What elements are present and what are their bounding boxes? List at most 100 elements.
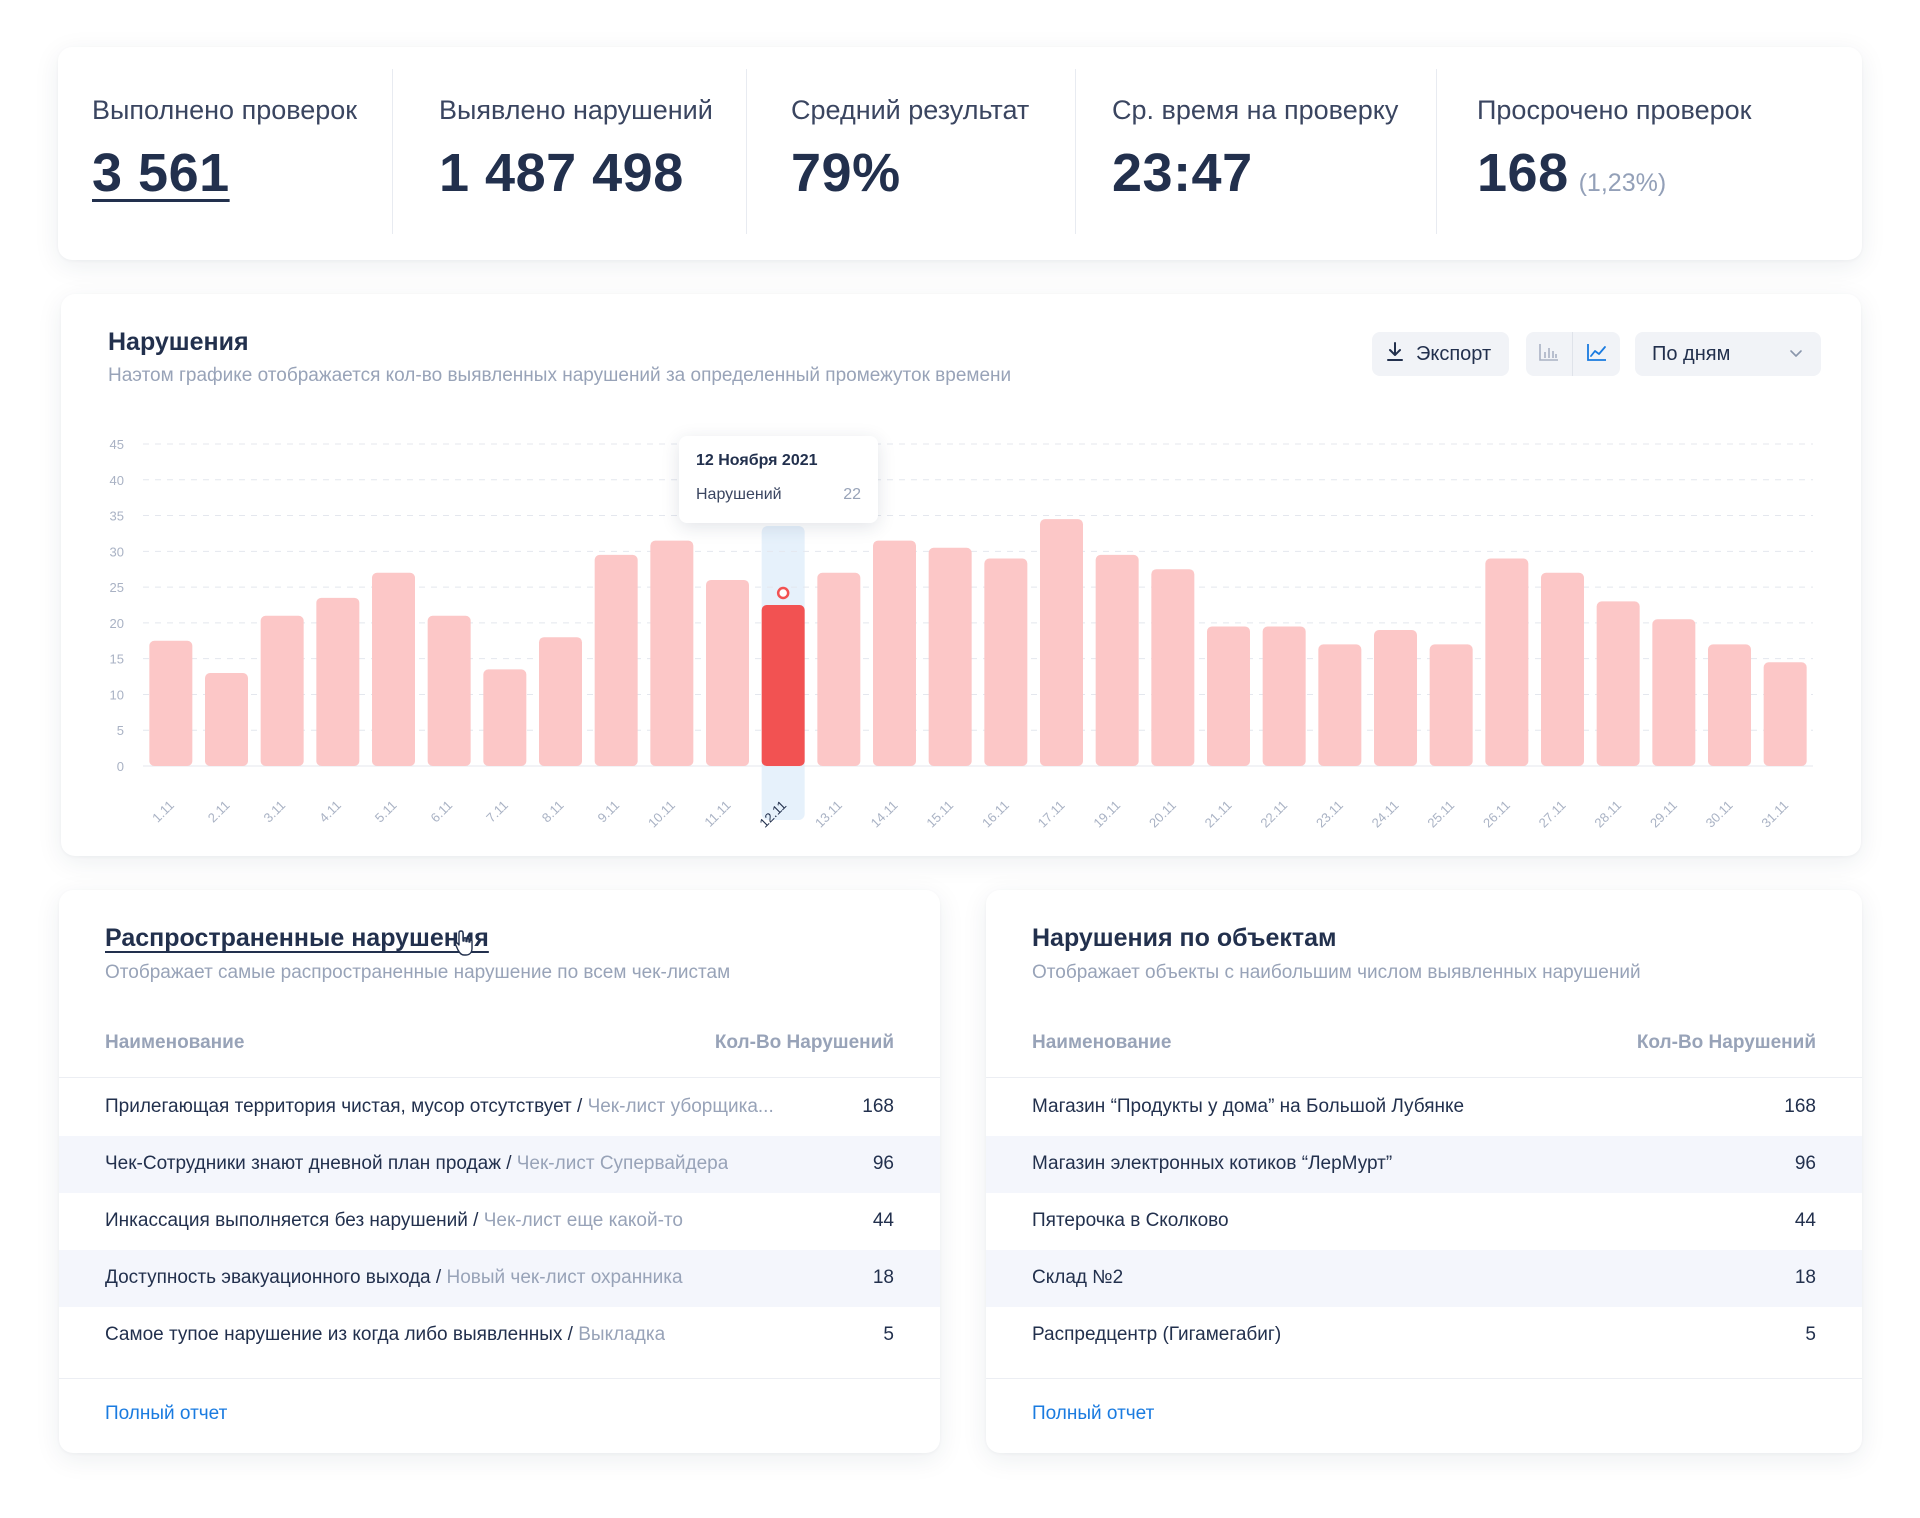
table-row[interactable]: Прилегающая территория чистая, мусор отс… xyxy=(59,1079,940,1136)
chart-bar[interactable] xyxy=(372,572,415,766)
period-select[interactable]: По дням xyxy=(1635,332,1821,376)
y-tick-label: 15 xyxy=(110,652,124,667)
chart-bar[interactable] xyxy=(1151,569,1195,766)
column-header-name[interactable]: Наименование xyxy=(105,1032,245,1053)
kpi-value-number: 168 xyxy=(1477,143,1569,203)
violation-name: Магазин электронных котиков “ЛерМурт” xyxy=(1032,1153,1393,1174)
chart-bar[interactable] xyxy=(984,558,1028,766)
common-violations-title[interactable]: Распространенные нарушения xyxy=(105,924,489,952)
x-tick-label: 25.11 xyxy=(1424,798,1457,831)
checklist-name: Чек-лист Супервайдера xyxy=(516,1153,729,1174)
download-icon xyxy=(1386,341,1404,367)
chart-bar[interactable] xyxy=(1708,644,1751,766)
y-tick-label: 45 xyxy=(110,437,124,452)
violation-name: Чек-Сотрудники знают дневной план продаж xyxy=(105,1153,501,1174)
chart-bar[interactable] xyxy=(205,672,248,766)
violation-name: Пятерочка в Сколково xyxy=(1032,1210,1229,1231)
chart-bar[interactable] xyxy=(1652,619,1696,766)
row-name: Самое тупое нарушение из когда либо выяв… xyxy=(105,1324,665,1346)
header-divider xyxy=(986,1077,1862,1078)
violations-chart-card: Нарушения Наэтом графике отображается ко… xyxy=(61,294,1861,856)
chart-bar[interactable] xyxy=(427,615,471,766)
chart-bar[interactable] xyxy=(149,640,193,766)
chart-bar[interactable] xyxy=(1262,626,1306,766)
chart-title: Нарушения xyxy=(108,328,249,356)
period-select-value: По дням xyxy=(1652,342,1731,365)
object-violations-subtitle: Отображает объекты с наибольшим числом в… xyxy=(1032,962,1641,983)
header-divider xyxy=(59,1077,940,1078)
row-count: 44 xyxy=(1794,1210,1816,1231)
kpi-summary-card: Выполнено проверок 3 561 Выявлено наруше… xyxy=(58,47,1862,260)
chart-bar[interactable] xyxy=(1763,662,1807,766)
row-count: 44 xyxy=(872,1210,894,1231)
chart-bar[interactable] xyxy=(928,547,972,766)
bar-view-button[interactable] xyxy=(1526,332,1573,376)
line-view-button[interactable] xyxy=(1573,332,1620,376)
chart-bar[interactable] xyxy=(1207,626,1250,766)
table-row[interactable]: Склад №2 18 xyxy=(986,1250,1862,1307)
chart-bar[interactable] xyxy=(1040,519,1083,766)
chart-bar[interactable] xyxy=(1429,644,1473,766)
x-tick-label: 9.11 xyxy=(594,798,622,826)
row-name: Чек-Сотрудники знают дневной план продаж… xyxy=(105,1153,728,1175)
chart-bar[interactable] xyxy=(650,540,694,766)
x-tick-label: 20.11 xyxy=(1146,798,1179,831)
chart-bar[interactable] xyxy=(873,540,916,766)
row-separator: / xyxy=(562,1324,579,1345)
column-header-name[interactable]: Наименование xyxy=(1032,1032,1172,1053)
row-separator: / xyxy=(467,1210,484,1231)
x-tick-label: 3.11 xyxy=(260,798,288,826)
table-row[interactable]: Распредцентр (Гигамегабиг) 5 xyxy=(986,1307,1862,1364)
chart-bar[interactable] xyxy=(706,579,749,766)
kpi-label: Средний результат xyxy=(791,95,1030,125)
row-separator: / xyxy=(500,1153,517,1174)
chart-bar[interactable] xyxy=(1485,558,1529,766)
x-tick-label: 16.11 xyxy=(979,798,1012,831)
chart-bar[interactable] xyxy=(1541,572,1584,766)
common-violations-subtitle: Отображает самые распространенные наруше… xyxy=(105,962,731,983)
x-tick-label: 26.11 xyxy=(1480,798,1513,831)
checklist-name: Новый чек-лист охранника xyxy=(446,1267,683,1288)
full-report-link[interactable]: Полный отчет xyxy=(1032,1403,1155,1424)
chart-bar[interactable] xyxy=(1318,644,1362,766)
violations-bar-chart: 0 5 10 15 20 25 30 35 40 45 1.11 2.11 3.11 4.11 5.11 6.… xyxy=(110,437,1813,831)
table-row[interactable]: Самое тупое нарушение из когда либо выяв… xyxy=(59,1307,940,1364)
chart-bar[interactable] xyxy=(483,669,527,766)
row-separator: / xyxy=(430,1267,447,1288)
table-row[interactable]: Чек-Сотрудники знают дневной план продаж… xyxy=(59,1136,940,1193)
column-header-count[interactable]: Кол-Во Нарушений xyxy=(714,1032,894,1053)
row-name: Пятерочка в Сколково xyxy=(1032,1210,1229,1232)
chart-bar[interactable] xyxy=(1095,554,1139,766)
checklist-name: Выкладка xyxy=(578,1324,666,1345)
chart-bar-highlighted[interactable] xyxy=(761,605,805,766)
column-header-count[interactable]: Кол-Во Нарушений xyxy=(1636,1032,1816,1053)
chart-bar[interactable] xyxy=(1596,601,1640,766)
kpi-label: Выполнено проверок xyxy=(92,95,358,125)
row-count: 168 xyxy=(1784,1096,1816,1117)
kpi-value: 79% xyxy=(791,143,901,203)
export-button[interactable]: Экспорт xyxy=(1372,332,1509,376)
line-chart-icon xyxy=(1586,343,1607,366)
chart-bar[interactable] xyxy=(817,572,861,766)
table-header: Наименование Кол-Во Нарушений xyxy=(59,1032,940,1072)
x-tick-label: 14.11 xyxy=(868,798,901,831)
table-row[interactable]: Доступность эвакуационного выхода / Новы… xyxy=(59,1250,940,1307)
chart-bar[interactable] xyxy=(1374,630,1417,766)
chart-bar[interactable] xyxy=(594,554,638,766)
table-row[interactable]: Магазин электронных котиков “ЛерМурт” 96 xyxy=(986,1136,1862,1193)
chart-bar[interactable] xyxy=(316,597,360,766)
table-row[interactable]: Магазин “Продукты у дома” на Большой Луб… xyxy=(986,1079,1862,1136)
export-label: Экспорт xyxy=(1416,342,1492,365)
row-name: Склад №2 xyxy=(1032,1267,1123,1289)
kpi-value-link[interactable]: 3 561 xyxy=(92,143,230,203)
row-count: 5 xyxy=(883,1324,894,1345)
chart-view-toggle xyxy=(1526,332,1620,376)
checklist-name: Чек-лист еще какой-то xyxy=(483,1210,683,1231)
table-row[interactable]: Пятерочка в Сколково 44 xyxy=(986,1193,1862,1250)
y-tick-label: 10 xyxy=(110,687,124,702)
table-row[interactable]: Инкассация выполняется без нарушений / Ч… xyxy=(59,1193,940,1250)
chart-bar[interactable] xyxy=(539,637,582,766)
chart-bar[interactable] xyxy=(260,615,304,766)
y-tick-label: 20 xyxy=(110,616,124,631)
full-report-link[interactable]: Полный отчет xyxy=(105,1403,228,1424)
